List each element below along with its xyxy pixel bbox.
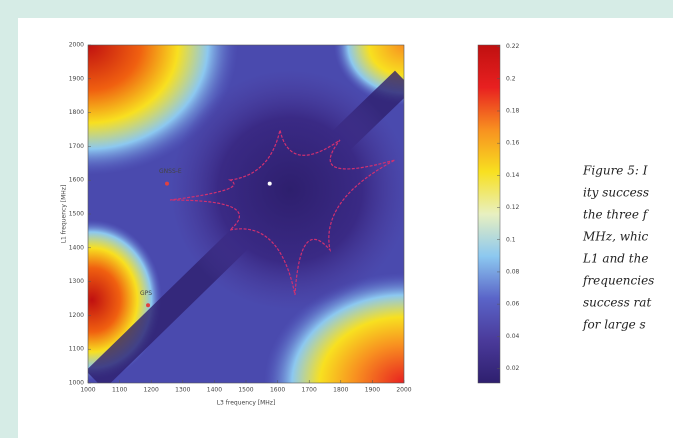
caption-line: the three f (583, 208, 650, 222)
colorbar-tick-label: 0.1 (506, 236, 516, 243)
point (267, 181, 272, 186)
x-tick-label: 1400 (207, 387, 222, 394)
x-axis-label: L3 frequency [MHz] (217, 400, 276, 407)
y-tick-label: 1000 (69, 380, 84, 387)
caption-line: for large s (582, 318, 646, 332)
y-tick-label: 1300 (69, 278, 84, 285)
point-label: GNSS-E (159, 168, 182, 175)
point-label: GPS (140, 290, 152, 297)
x-tick-label: 1000 (80, 387, 95, 394)
y-tick-label: 1200 (69, 312, 84, 319)
x-tick-label: 2000 (396, 387, 411, 394)
y-tick-label: 1900 (69, 75, 84, 82)
point (146, 303, 151, 308)
y-axis-label: L1 frequency [MHz] (61, 185, 68, 244)
colorbar-tick-label: 0.08 (506, 268, 520, 275)
colorbar-tick-label: 0.02 (506, 365, 520, 372)
caption-line: MHz, whic (582, 230, 649, 244)
y-tick-label: 1600 (69, 177, 84, 184)
y-tick-label: 1400 (69, 244, 84, 251)
y-tick-label: 1800 (69, 109, 84, 116)
x-tick-label: 1200 (144, 387, 159, 394)
point (165, 181, 169, 186)
y-tick-label: 1700 (69, 143, 84, 150)
x-tick-label: 1100 (112, 387, 127, 394)
caption-line: Figure 5: I (582, 164, 648, 178)
colorbar-tick-label: 0.04 (506, 333, 520, 340)
caption-line: L1 and the (582, 252, 648, 266)
heatmap-field (88, 45, 404, 383)
caption: Figure 5: I ity success the three f MHz, wh… (582, 164, 654, 332)
x-tick-label: 1300 (175, 387, 190, 394)
colorbar-tick-label: 0.2 (506, 75, 516, 82)
x-tick-label: 1900 (365, 387, 380, 394)
caption-line: ity success (583, 186, 649, 200)
colorbar-tick-label: 0.22 (506, 43, 520, 50)
colorbar-tick-label: 0.12 (506, 204, 520, 211)
contour (169, 129, 396, 296)
y-tick-label: 2000 (69, 42, 84, 49)
colorbar-tick-label: 0.16 (506, 140, 520, 147)
x-tick-label: 1600 (270, 387, 285, 394)
colorbar (477, 44, 501, 384)
x-tick-label: 1800 (333, 387, 348, 394)
y-tick-label: 1500 (69, 211, 84, 218)
caption-line: success rat (583, 296, 651, 310)
caption-line: frequencies (582, 274, 654, 288)
colorbar-tick-label: 0.14 (506, 172, 520, 179)
colorbar-tick-label: 0.18 (506, 107, 520, 114)
x-tick-label: 1700 (302, 387, 317, 394)
colorbar-tick-label: 0.06 (506, 301, 520, 308)
y-tick-label: 1100 (69, 346, 84, 353)
x-tick-label: 1500 (238, 387, 253, 394)
